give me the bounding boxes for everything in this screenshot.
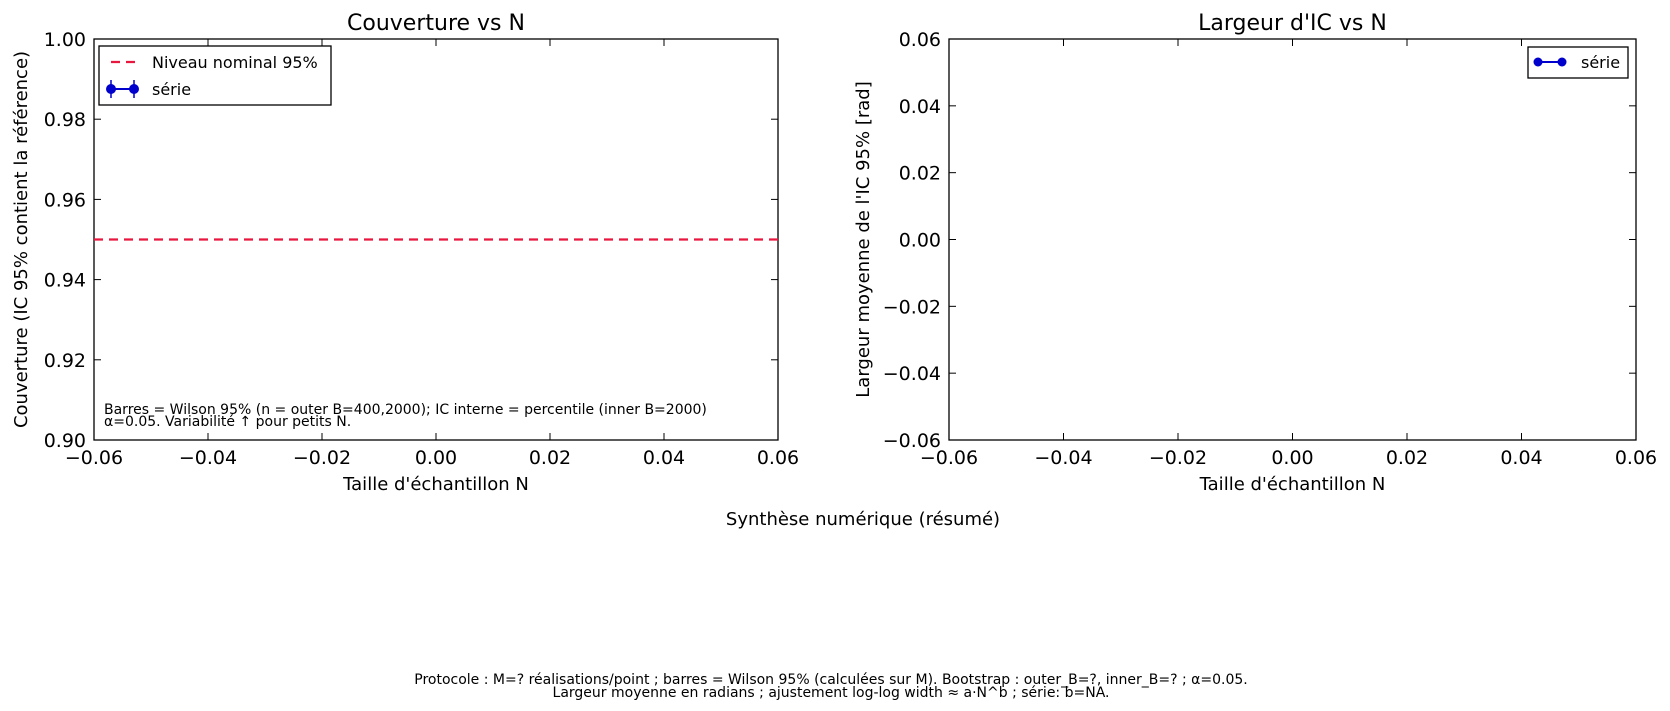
legend-label-serie: série — [152, 80, 191, 99]
footer-line-2: Largeur moyenne en radians ; ajustement … — [553, 685, 1110, 701]
y-tick-label: 0.90 — [44, 430, 86, 452]
annotation-line-2: α=0.05. Variabilité ↑ pour petits N. — [104, 414, 351, 430]
x-tick-label: 0.00 — [1271, 447, 1313, 469]
y-tick-label: 1.00 — [44, 29, 86, 51]
y-tick-label: −0.04 — [883, 363, 941, 385]
x-tick-label: −0.06 — [65, 447, 123, 469]
x-tick-label: −0.04 — [1034, 447, 1092, 469]
annotation-line-1: Barres = Wilson 95% (n = outer B=400,200… — [104, 402, 707, 418]
y-tick-label: 0.04 — [899, 96, 941, 118]
chart-title: Couverture vs N — [347, 11, 525, 36]
x-tick-label: −0.02 — [1149, 447, 1207, 469]
legend-marker — [1557, 57, 1567, 67]
x-tick-label: 0.02 — [1386, 447, 1428, 469]
chart-title: Largeur d'IC vs N — [1198, 11, 1387, 36]
y-tick-label: 0.96 — [44, 189, 86, 211]
y-tick-label: 0.02 — [899, 163, 941, 185]
plot-frame-2 — [948, 38, 1637, 441]
legend-marker — [129, 84, 139, 94]
y-axis-label: Couverture (IC 95% contient la référence… — [11, 51, 32, 428]
y-tick-label: 0.92 — [44, 350, 86, 372]
y-tick-label: 0.94 — [44, 270, 86, 292]
x-tick-label: 0.04 — [643, 447, 685, 469]
y-tick-label: 0.98 — [44, 109, 86, 131]
x-axis-label: Taille d'échantillon N — [342, 474, 529, 495]
y-tick-label: 0.00 — [899, 230, 941, 252]
legend-label-nominal: Niveau nominal 95% — [152, 53, 318, 72]
legend-box — [98, 45, 332, 106]
legend-label-serie: série — [1581, 53, 1620, 72]
x-axis-label: Taille d'échantillon N — [1199, 474, 1386, 495]
y-tick-label: 0.06 — [899, 29, 941, 51]
x-tick-label: 0.00 — [415, 447, 457, 469]
x-tick-label: −0.04 — [179, 447, 237, 469]
x-tick-label: 0.02 — [529, 447, 571, 469]
y-axis-label: Largeur moyenne de l'IC 95% [rad] — [853, 81, 874, 397]
x-tick-label: 0.06 — [757, 447, 799, 469]
y-tick-label: −0.02 — [883, 296, 941, 318]
legend-marker — [106, 84, 116, 94]
y-tick-label: −0.06 — [883, 430, 941, 452]
legend-marker — [1533, 57, 1543, 67]
x-tick-label: −0.02 — [293, 447, 351, 469]
x-tick-label: 0.04 — [1500, 447, 1542, 469]
x-tick-label: 0.06 — [1615, 447, 1657, 469]
summary-title: Synthèse numérique (résumé) — [726, 509, 1000, 530]
x-tick-label: −0.06 — [920, 447, 978, 469]
footer-line-1: Protocole : M=? réalisations/point ; bar… — [414, 672, 1247, 688]
